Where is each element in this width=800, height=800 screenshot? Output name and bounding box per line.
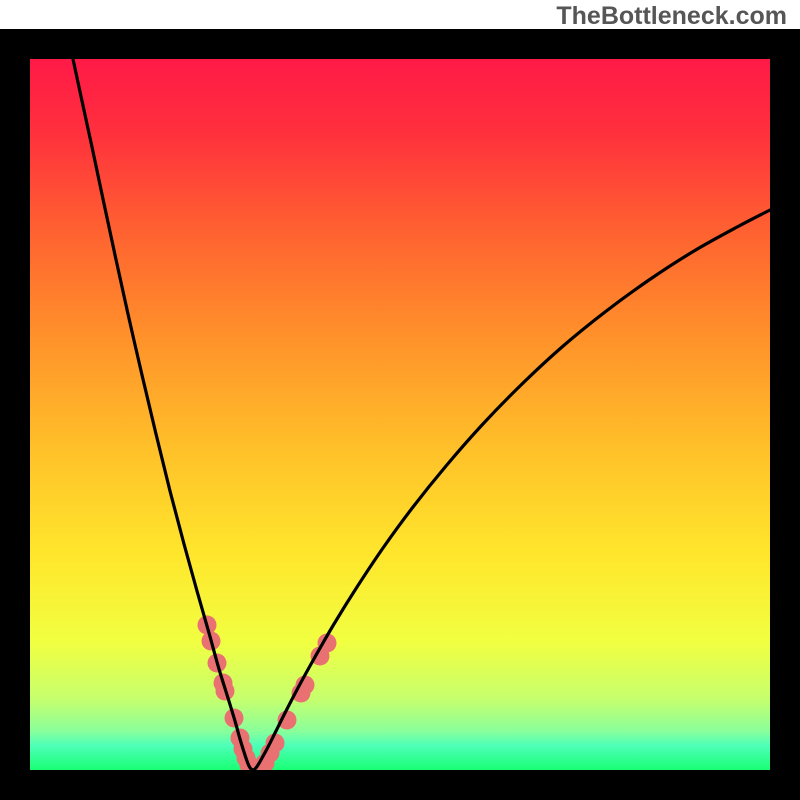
plot-area — [30, 59, 770, 770]
plot-svg — [30, 59, 770, 770]
watermark-label: TheBottleneck.com — [556, 2, 787, 31]
gradient-background — [30, 59, 770, 770]
